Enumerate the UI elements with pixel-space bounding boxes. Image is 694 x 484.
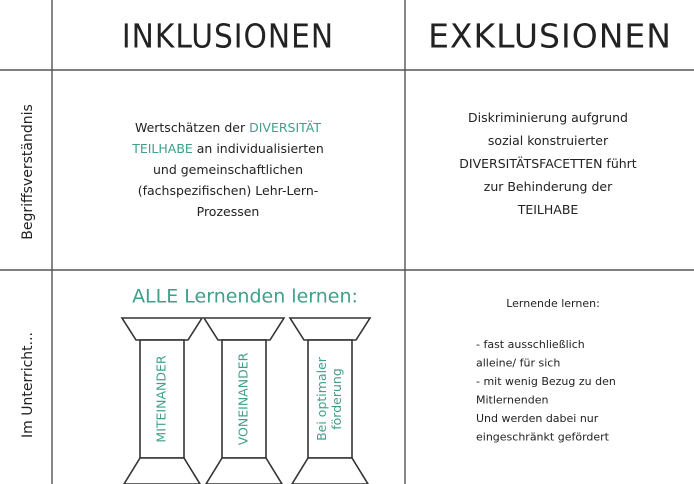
text-line: Mitlernenden <box>476 394 548 407</box>
text-segment: Wertschätzen der <box>135 120 249 135</box>
pillar-capital <box>120 317 204 341</box>
pillar-label: förderung <box>329 368 344 430</box>
text-segment: an individualisierten <box>193 141 324 156</box>
text-segment: Diskriminierung aufgrund <box>468 110 628 125</box>
text-segment: - mit wenig Bezug zu den <box>476 375 616 388</box>
text-line: (fachspezifischen) Lehr-Lern- <box>138 183 319 198</box>
text-line: Wertschätzen der DIVERSITÄT <box>135 120 321 135</box>
row-label: Im Unterricht... <box>20 332 36 438</box>
text-line: DIVERSITÄTSFACETTEN führt <box>459 156 637 171</box>
text-line: - mit wenig Bezug zu den <box>476 375 616 388</box>
pillar-shaft <box>307 339 353 459</box>
text-line: Und werden dabei nur <box>476 412 599 425</box>
text-line: - fast ausschließlich <box>476 338 585 351</box>
text-segment: DIVERSITÄTSFACETTEN führt <box>459 156 637 171</box>
text-line: Diskriminierung aufgrund <box>468 110 628 125</box>
text-line: und gemeinschaftlichen <box>153 162 303 177</box>
cell-title: Lernende lernen: <box>506 297 600 310</box>
text-line: eingeschränkt gefördert <box>476 431 610 444</box>
text-line: zur Behinderung der <box>484 179 613 194</box>
text-line: TEILHABE an individualisierten <box>131 141 324 156</box>
column-header: EXKLUSIONEN <box>428 17 672 56</box>
text-segment: TEILHABE <box>517 202 579 217</box>
text-line: sozial konstruierter <box>488 133 609 148</box>
text-segment: (fachspezifischen) Lehr-Lern- <box>138 183 319 198</box>
text-segment: eingeschränkt gefördert <box>476 431 610 444</box>
cell-title: ALLE Lernenden lernen: <box>132 286 358 308</box>
highlight-text: DIVERSITÄT <box>249 120 321 135</box>
text-segment: und gemeinschaftlichen <box>153 162 303 177</box>
pillar-base <box>205 457 283 484</box>
pillar-label: MITEINANDER <box>154 355 169 442</box>
text-segment: sozial konstruierter <box>488 133 609 148</box>
pillar-shaft <box>139 339 185 459</box>
text-segment: Prozessen <box>197 204 260 219</box>
text-segment: - fast ausschließlich <box>476 338 585 351</box>
text-line: Prozessen <box>197 204 260 219</box>
text-segment: Und werden dabei nur <box>476 412 599 425</box>
text-segment: alleine/ für sich <box>476 357 560 370</box>
text-segment: zur Behinderung der <box>484 179 613 194</box>
pillar-capital <box>202 317 286 341</box>
pillar-capital <box>288 317 372 341</box>
pillar-base <box>291 457 369 484</box>
text-segment: Mitlernenden <box>476 394 548 407</box>
pillar-label: Bei optimaler <box>314 356 329 441</box>
highlight-text: TEILHABE <box>131 141 193 156</box>
pillar-base <box>123 457 201 484</box>
row-label: Begriffsverständnis <box>20 104 36 240</box>
text-line: TEILHABE <box>517 202 579 217</box>
text-line: alleine/ für sich <box>476 357 560 370</box>
column-header: INKLUSIONEN <box>122 17 334 56</box>
pillar-label: VONEINANDER <box>236 352 251 445</box>
